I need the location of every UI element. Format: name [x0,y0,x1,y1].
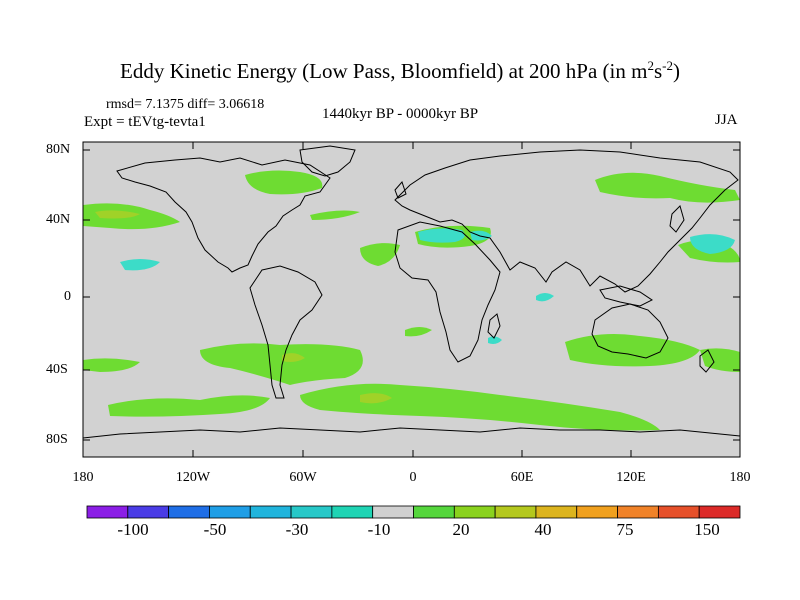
coast-madagascar [487,313,501,339]
colorbar-label: -10 [367,520,391,539]
stats-label: rmsd= 7.1375 diff= 3.06618 [106,97,265,112]
lon-label-120w: 120W [175,470,211,485]
lon-label-180e: 180 [729,470,751,485]
map-title: Eddy Kinetic Energy (Low Pass, Bloomfiel… [120,58,680,83]
coast-eurasia [394,149,739,293]
map-frame [82,141,741,458]
coast-new-zealand [699,349,715,373]
lat-label-0: 0 [64,289,71,304]
patch-north-pacific [595,172,740,203]
colorbar-label: 20 [452,520,470,539]
colorbar-label: -50 [203,520,227,539]
patch-north-atlantic-core [95,210,140,219]
patch-atlantic-mid [360,243,400,266]
patch-indian-negative [536,293,554,302]
patch-north-america [245,170,323,195]
colorbar-swatch [290,505,333,519]
colorbar-swatch [127,505,170,519]
colorbar-swatch [494,505,537,519]
coast-uk [394,181,407,199]
patch-south-pacific-core [282,353,305,362]
lon-label-60w: 60W [289,470,317,485]
patch-south-atlantic [405,327,432,337]
colorbar-swatch [657,505,700,519]
patch-atlantic-small [310,210,360,220]
season-label: JJA [715,112,738,128]
period-label: 1440kyr BP - 0000kyr BP [322,106,479,122]
patch-northwest-pacific-negative [690,234,735,254]
colorbar-swatch [698,505,741,519]
colorbar-swatch [86,505,129,519]
colorbar-swatch [535,505,578,519]
lat-label-40n: 40N [46,212,71,227]
coast-greenland [299,145,356,177]
field-patches [83,170,740,431]
lat-label-40s: 40S [46,362,68,377]
colorbar-swatch [413,505,455,519]
colorbar-label: 75 [616,520,634,539]
patch-south-pacific [200,343,363,385]
patch-pacific-negative [120,259,160,271]
colorbar-swatch [209,505,251,519]
colorbar-swatch [576,505,618,519]
patch-southern-ocean [300,383,660,431]
colorbar-label: 150 [694,520,720,539]
coast-africa [394,221,501,363]
lat-label-80s: 80S [46,432,68,447]
colorbar-swatch [168,505,210,519]
axis-ticks [82,142,741,457]
patch-madagascar-negative [488,336,502,344]
coastlines [83,145,740,439]
colorbar-swatch [372,505,414,519]
colorbar-swatch [249,505,292,519]
coast-north-america [116,157,331,273]
patch-australia-south [565,334,700,367]
lon-label-60e: 60E [510,470,534,485]
experiment-label: Expt = tEVtg-tevta1 [84,114,206,130]
lat-label-80n: 80N [46,142,71,157]
coast-japan [669,205,685,233]
patch-southern-ocean-west [108,395,270,417]
patch-mediterranean-negative [418,228,465,243]
patch-southwest-pacific [83,358,140,372]
patch-southern-ocean-core [360,393,392,404]
colorbar-swatch [331,505,374,519]
lon-label-120e: 120E [616,470,646,485]
lon-label-0: 0 [409,470,417,485]
colorbar-swatch [453,505,496,519]
colorbar-label: 40 [534,520,552,539]
lon-label-180w: 180 [72,470,94,485]
colorbar-swatch [617,505,659,519]
coast-antarctica [83,427,740,439]
coast-south-america [249,265,323,399]
patch-middle-east-negative [470,230,492,241]
colorbar-label: -30 [285,520,309,539]
coast-southeast-asia [599,285,653,307]
colorbar [86,505,741,519]
colorbar-label: -100 [117,520,149,539]
